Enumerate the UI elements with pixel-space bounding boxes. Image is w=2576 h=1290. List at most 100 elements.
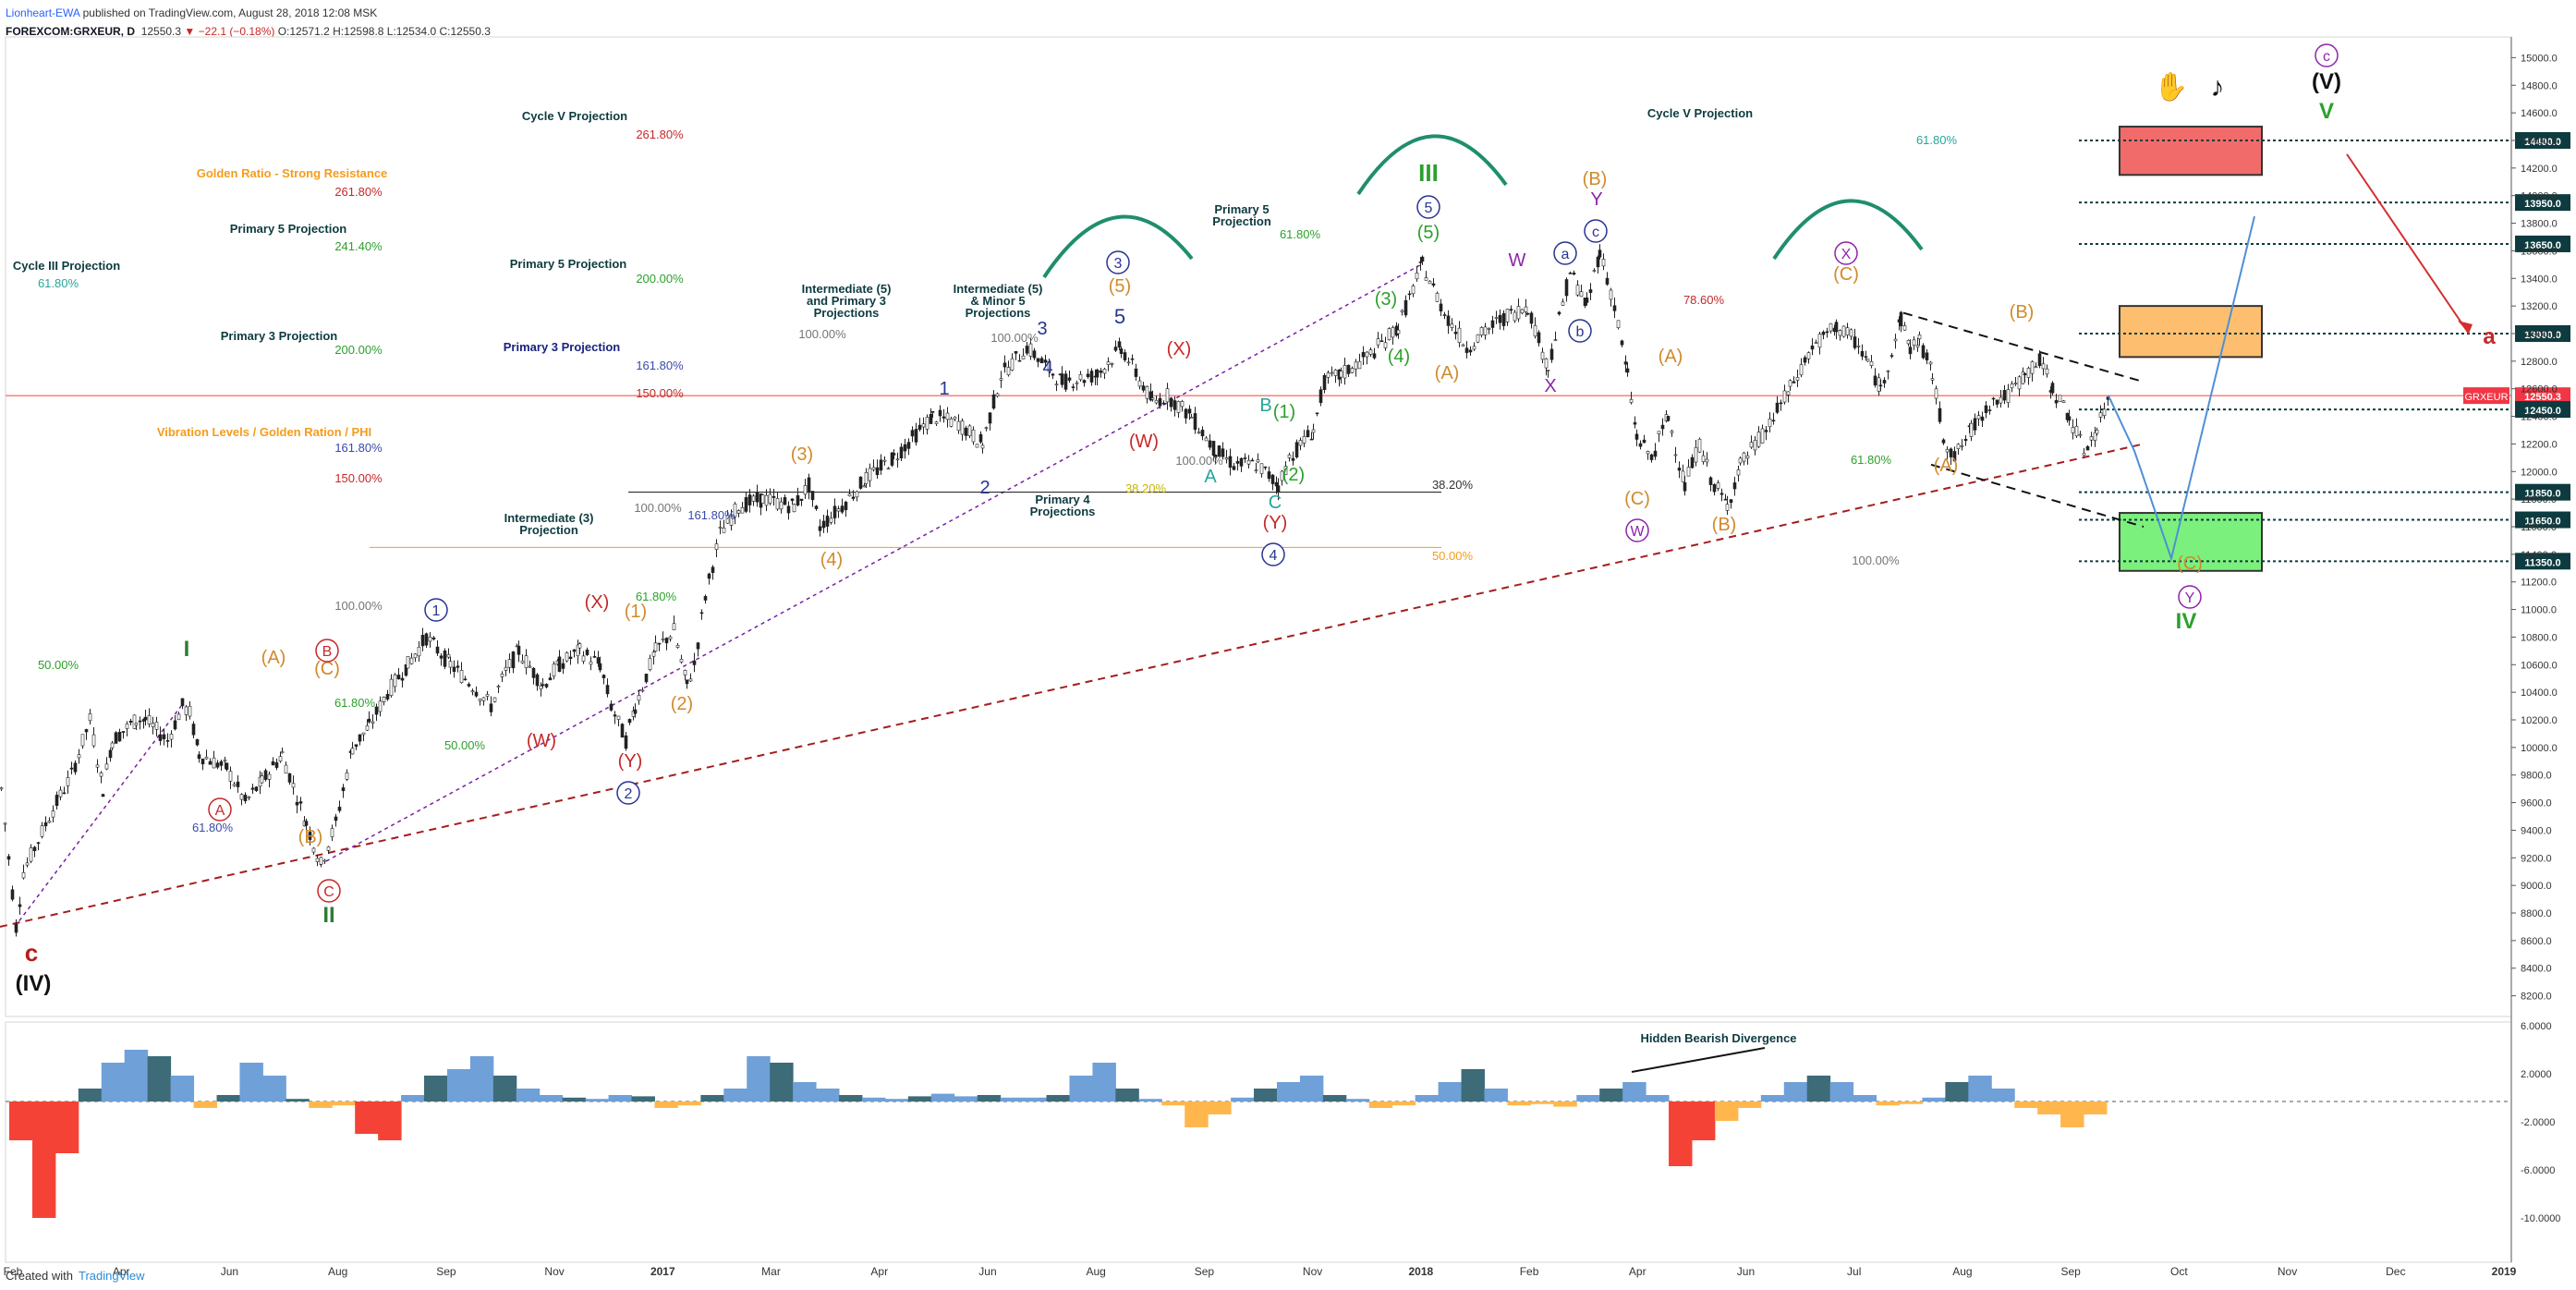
candle <box>1930 378 1935 381</box>
candle <box>322 859 327 862</box>
candle <box>489 703 493 712</box>
candle <box>1350 368 1355 373</box>
candle <box>215 762 220 768</box>
candle <box>1795 377 1800 381</box>
wave-label: (IV) <box>16 971 52 996</box>
candle <box>2037 353 2042 366</box>
candle <box>2093 432 2097 441</box>
candle <box>267 773 272 780</box>
chart-annotation: Projections <box>814 306 880 320</box>
candle <box>672 623 676 631</box>
candle <box>406 656 410 669</box>
candle <box>1803 357 1807 363</box>
candle <box>796 494 800 505</box>
wave-label: (5) <box>1109 276 1131 297</box>
price-tick-label: 9800.0 <box>2521 771 2552 782</box>
oscillator-bar <box>1945 1082 1969 1101</box>
candle <box>1346 364 1351 374</box>
candle <box>589 661 593 665</box>
candle <box>1494 317 1499 319</box>
tradingview-logo[interactable]: TradingView <box>78 1269 145 1283</box>
price-tick-label: 14000.0 <box>2521 191 2558 202</box>
publish-line: Lionheart-EWA published on TradingView.c… <box>6 4 491 22</box>
chart-annotation: 200.00% <box>636 272 684 286</box>
oscillator-bar <box>193 1101 218 1108</box>
candle <box>531 667 536 678</box>
candle <box>1287 454 1292 458</box>
oscillator-bar <box>1322 1095 1347 1101</box>
oscillator-bar <box>1484 1089 1508 1101</box>
candle <box>1326 372 1331 378</box>
time-axis-label: 2018 <box>1408 1265 1433 1278</box>
candle <box>1361 352 1366 358</box>
candle <box>1963 438 1968 442</box>
oscillator-bar <box>1806 1076 1831 1101</box>
candle <box>1221 448 1225 457</box>
candle <box>875 467 880 476</box>
candle <box>77 754 81 759</box>
candle <box>1400 310 1404 312</box>
symbol-name: FOREXCOM:GRXEUR, D <box>6 25 136 38</box>
wave-label: Y <box>1590 189 1602 210</box>
candle <box>1060 373 1064 385</box>
candle <box>239 794 244 800</box>
time-axis-label: Jun <box>978 1265 996 1278</box>
candle <box>1032 350 1037 359</box>
wave-circle <box>2178 585 2202 609</box>
wave-circle <box>315 639 339 663</box>
candle <box>1995 399 1999 405</box>
candle <box>1457 327 1462 344</box>
candle <box>1294 442 1299 457</box>
oscillator-bar <box>378 1101 402 1140</box>
candle <box>858 476 863 489</box>
oscillator-bar <box>2060 1101 2084 1127</box>
wave-label: B <box>1259 396 1271 416</box>
candle <box>1834 322 1839 333</box>
arrow-head <box>2458 320 2473 334</box>
chart-annotation: Intermediate (3) <box>504 511 594 525</box>
wave-label: a <box>2483 324 2496 349</box>
author-link[interactable]: Lionheart-EWA <box>6 6 80 19</box>
oscillator-bar <box>1599 1089 1623 1101</box>
wave-label: IV <box>2176 609 2197 634</box>
candle <box>1960 445 1964 447</box>
candle <box>1646 451 1650 455</box>
price-badge-label: 13650.0 <box>2524 240 2561 251</box>
wave-label: (V) <box>2312 69 2341 94</box>
wave-circle <box>1834 241 1858 265</box>
candle <box>47 821 52 823</box>
candle <box>1623 361 1628 365</box>
candle <box>1634 433 1639 440</box>
candle <box>2067 416 2072 421</box>
candle <box>88 713 92 722</box>
candle <box>1719 493 1724 495</box>
candle <box>1782 390 1787 403</box>
oscillator-bar <box>1968 1076 1992 1101</box>
candle <box>470 690 475 692</box>
chart-annotation: Intermediate (5) <box>954 282 1043 296</box>
chart-annotation: Primary 5 Projection <box>230 222 346 236</box>
wave-label: (Y) <box>618 751 643 772</box>
candle <box>1853 336 1857 348</box>
thumbs-down-icon: ✋ <box>2154 70 2188 103</box>
candle <box>481 697 486 701</box>
wave-label: 3 <box>1037 319 1047 339</box>
candle <box>500 674 504 677</box>
candle <box>287 773 292 783</box>
candle <box>507 659 512 668</box>
ohlc-values: O:12571.2 H:12598.8 L:12534.0 C:12550.3 <box>277 25 491 38</box>
candle <box>1270 474 1275 484</box>
candle <box>424 633 429 646</box>
candle <box>535 674 540 687</box>
candle <box>1949 448 1953 457</box>
oscillator-pane-frame <box>5 1021 2512 1263</box>
candle <box>747 494 752 505</box>
price-tick-label: 10800.0 <box>2521 632 2558 643</box>
candle <box>1102 369 1107 374</box>
candle <box>2074 425 2079 437</box>
candle <box>374 706 379 715</box>
oscillator-bar <box>1231 1097 1255 1101</box>
candle <box>435 646 440 654</box>
